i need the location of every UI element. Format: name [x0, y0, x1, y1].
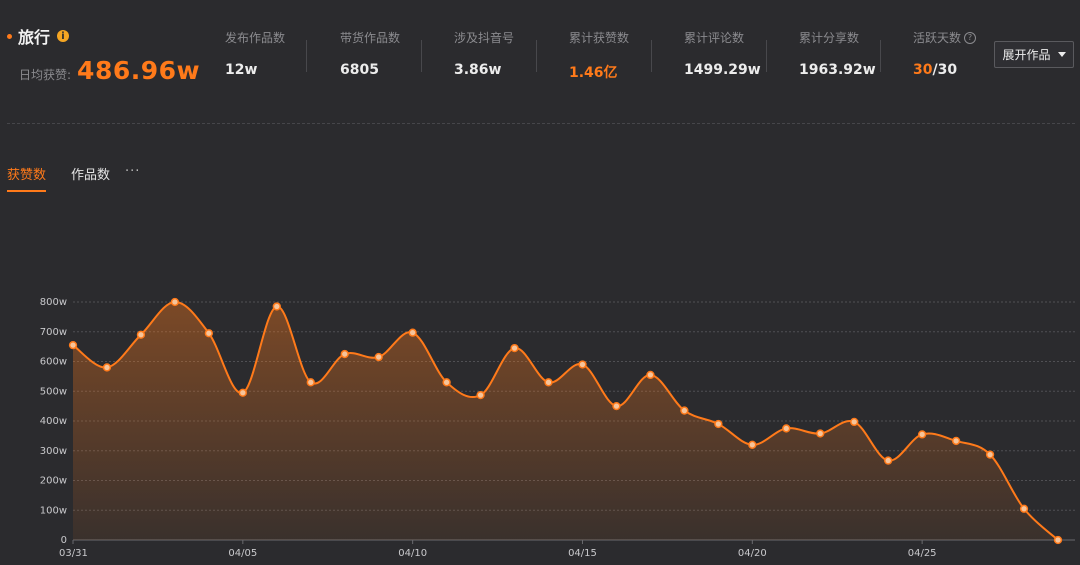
y-tick-label: 700w: [40, 327, 67, 338]
tab-likes[interactable]: 获赞数: [7, 164, 47, 192]
stat-commerce-works: 带货作品数 6805: [340, 29, 400, 78]
stat-divider: [421, 40, 422, 72]
header: 旅行 i 日均获赞: 486.96w 发布作品数 12w 带货作品数 6805 …: [0, 0, 1080, 100]
x-tick-label: 04/10: [398, 548, 427, 559]
data-point[interactable]: [306, 378, 315, 387]
data-point[interactable]: [340, 349, 349, 359]
y-tick-label: 100w: [40, 505, 67, 516]
data-point[interactable]: [510, 343, 519, 353]
data-point[interactable]: [680, 406, 689, 415]
stat-value: 6805: [340, 62, 379, 78]
daily-likes-label: 日均获赞:: [19, 68, 72, 82]
stat-value: 1.46亿: [569, 65, 618, 81]
data-point[interactable]: [917, 430, 927, 439]
stat-divider: [306, 40, 307, 72]
expand-works-button[interactable]: 展开作品: [994, 41, 1074, 68]
caret-down-icon: [1057, 52, 1066, 57]
data-point[interactable]: [170, 297, 180, 307]
stat-total-comments: 累计评论数 1499.29w: [684, 29, 761, 78]
active-days-count: 30: [913, 62, 933, 78]
title-row: 旅行 i: [7, 24, 70, 48]
stat-value: 12w: [225, 62, 258, 78]
category-title: 旅行: [18, 28, 51, 47]
y-tick-label: 800w: [40, 297, 67, 308]
stat-published-works: 发布作品数 12w: [225, 29, 285, 78]
y-tick-label: 200w: [40, 476, 67, 487]
daily-likes: 日均获赞: 486.96w: [19, 56, 200, 85]
data-point[interactable]: [476, 390, 485, 400]
data-point[interactable]: [850, 417, 859, 427]
y-tick-label: 300w: [40, 446, 67, 457]
data-point[interactable]: [951, 436, 961, 446]
data-point[interactable]: [204, 329, 214, 338]
y-tick-label: 400w: [40, 416, 67, 427]
stat-total-shares: 累计分享数 1963.92w: [799, 29, 876, 78]
stat-label: 累计分享数: [799, 31, 860, 45]
stat-value: 1499.29w: [684, 62, 761, 78]
stat-divider: [766, 40, 767, 72]
data-point[interactable]: [612, 401, 621, 411]
data-point[interactable]: [884, 456, 893, 465]
active-days-total: /30: [932, 62, 958, 78]
tab-works[interactable]: 作品数: [71, 168, 111, 183]
x-tick-label: 04/20: [738, 548, 767, 559]
x-tick-label: 03/31: [59, 548, 88, 559]
stat-accounts: 涉及抖音号 3.86w: [454, 29, 514, 78]
section-divider: [7, 123, 1075, 124]
data-point[interactable]: [102, 363, 112, 372]
daily-likes-value: 486.96w: [77, 56, 201, 85]
y-tick-label: 0: [61, 535, 67, 546]
likes-trend-chart: 0 100w 200w 300w 400w 500w 600w 700w 800w 03/31 04…: [40, 297, 1075, 559]
stat-label: 涉及抖音号: [454, 31, 515, 45]
data-point[interactable]: [238, 388, 247, 397]
data-point[interactable]: [748, 440, 757, 449]
data-point[interactable]: [985, 450, 995, 459]
more-options-icon[interactable]: ···: [125, 164, 141, 179]
stat-label: 发布作品数: [225, 31, 286, 45]
stat-value: 30/30: [913, 62, 976, 78]
stat-divider: [880, 40, 881, 72]
data-point[interactable]: [442, 378, 451, 387]
y-tick-label: 600w: [40, 357, 67, 368]
bullet-dot-icon: [7, 33, 12, 39]
data-point[interactable]: [714, 419, 723, 429]
data-point[interactable]: [1019, 504, 1029, 513]
data-point[interactable]: [646, 370, 655, 380]
stat-label: 累计评论数: [684, 31, 745, 45]
active-days-label: 活跃天数: [913, 31, 962, 45]
data-point[interactable]: [1053, 535, 1063, 545]
x-tick-label: 04/05: [228, 548, 257, 559]
stat-value: 3.86w: [454, 62, 502, 78]
data-point[interactable]: [68, 340, 78, 350]
stat-label: 带货作品数: [340, 31, 401, 45]
y-tick-label: 500w: [40, 386, 67, 397]
data-point[interactable]: [782, 424, 791, 433]
stat-value: 1963.92w: [799, 62, 876, 78]
help-icon[interactable]: ?: [964, 31, 977, 44]
stat-total-likes: 累计获赞数 1.46亿: [569, 29, 629, 82]
data-point[interactable]: [408, 328, 417, 337]
stat-divider: [651, 40, 652, 72]
stat-divider: [536, 40, 537, 72]
stat-label: 累计获赞数: [569, 31, 630, 45]
data-point[interactable]: [816, 429, 825, 438]
stat-active-days: 活跃天数 ? 30/30: [913, 29, 977, 78]
x-tick-label: 04/15: [568, 548, 597, 559]
data-point[interactable]: [374, 352, 383, 362]
data-point[interactable]: [544, 378, 553, 387]
data-point[interactable]: [272, 302, 281, 311]
expand-works-label: 展开作品: [1002, 48, 1051, 62]
metric-tabs: 获赞数 作品数 ···: [7, 164, 140, 192]
data-point[interactable]: [136, 330, 146, 339]
data-point[interactable]: [578, 360, 587, 369]
x-tick-label: 04/25: [908, 548, 937, 559]
info-icon[interactable]: i: [57, 30, 70, 42]
area-fill: [73, 301, 1058, 540]
stat-label: 活跃天数 ?: [913, 29, 977, 46]
